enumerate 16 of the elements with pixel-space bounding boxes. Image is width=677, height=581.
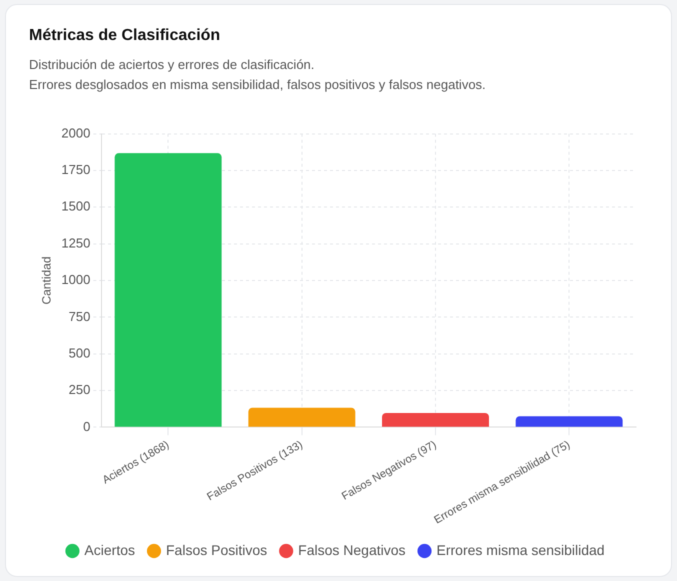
y-tick-label: 1500	[61, 198, 90, 214]
chart-subtitle: Distribución de aciertos y errores de clasificación. Errores desglosados en misma sensibilidad, falsos positivos y falsos negativos.	[29, 56, 486, 94]
chart-title: Métricas de Clasificación	[29, 27, 220, 45]
legend-label: Falsos Positivos	[166, 542, 268, 558]
y-tick-label: 1750	[61, 162, 90, 178]
legend-label: Errores misma sensibilidad	[436, 542, 605, 558]
y-tick-label: 2000	[61, 125, 90, 140]
y-tick-label: 1250	[61, 235, 90, 250]
y-tick-label: 1000	[61, 272, 90, 288]
y-tick-label: 250	[68, 382, 90, 398]
legend-label: Aciertos	[84, 542, 136, 558]
y-tick-label: 500	[68, 345, 90, 360]
y-tick-label: 0	[83, 418, 90, 434]
legend-label: Falsos Negativos	[298, 542, 406, 558]
y-tick-label: 750	[68, 308, 90, 324]
y-axis-title: Cantidad	[40, 256, 54, 305]
